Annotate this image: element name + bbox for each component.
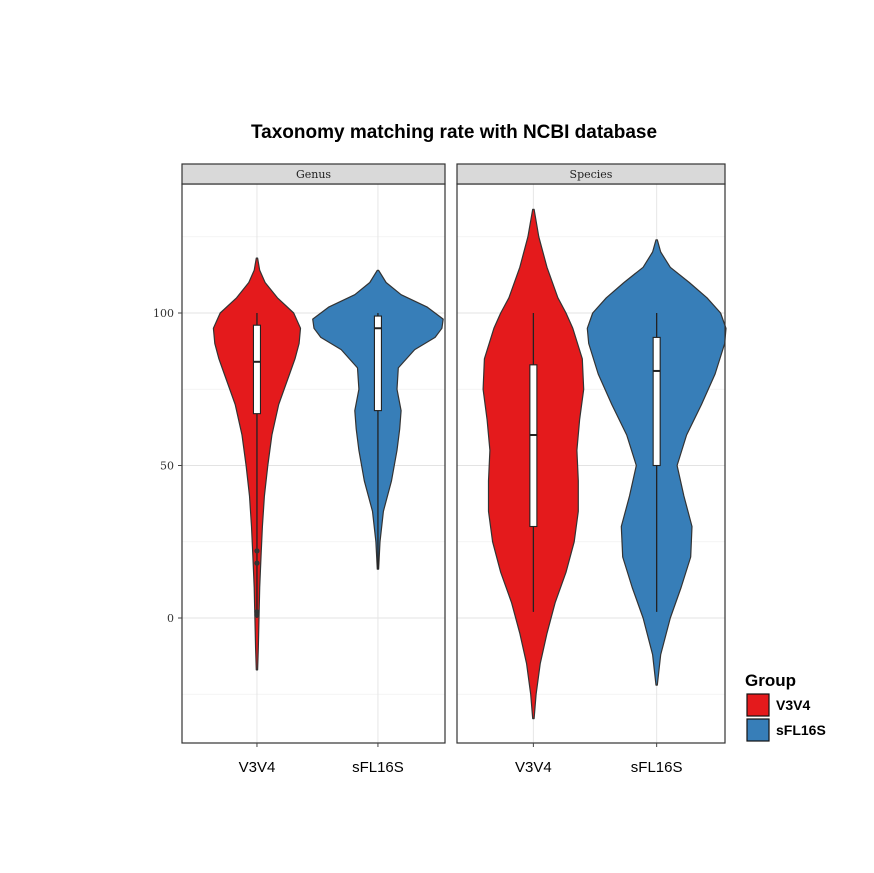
x-tick-label: sFL16S: [352, 759, 404, 776]
facet-strip: [456, 163, 726, 185]
legend-label: sFL16S: [776, 722, 826, 738]
chart-title: Taxonomy matching rate with NCBI databas…: [251, 122, 657, 143]
y-tick-label: 0: [167, 612, 174, 625]
x-tick-label: V3V4: [239, 759, 276, 776]
panel-genus: Genus V3V4 sFL16S 0 50 100: [153, 163, 446, 776]
box-iqr: [373, 315, 382, 412]
box-iqr: [652, 336, 661, 467]
panel-background: [182, 184, 445, 743]
facet-strip: [181, 163, 446, 185]
panel-species: Species V3V4 sFL16S: [456, 163, 727, 776]
legend-title: Group: [745, 671, 796, 690]
facet-label: Genus: [296, 168, 331, 181]
box-iqr: [529, 364, 538, 528]
x-tick-label: V3V4: [515, 759, 552, 776]
outlier-point: [254, 560, 260, 566]
violin-genus-v3v4: [212, 257, 302, 671]
x-tick-label: sFL16S: [631, 759, 683, 776]
y-tick-label: 50: [160, 460, 174, 473]
violin-genus-sfl16s: [312, 269, 444, 570]
box-iqr: [252, 324, 262, 415]
facet-label: Species: [570, 168, 613, 181]
facet-panels: Genus V3V4 sFL16S 0 50 100 Species V3V4 sFL16S: [153, 163, 727, 776]
legend-label: V3V4: [776, 697, 810, 713]
violin-species-v3v4: [482, 208, 585, 720]
y-tick-label: 100: [153, 307, 174, 320]
violin-species-sfl16s: [586, 239, 727, 686]
outlier-point: [254, 612, 260, 618]
legend: Group V3V4 sFL16S: [745, 671, 826, 742]
legend-swatch: [746, 718, 770, 742]
outlier-point: [254, 548, 260, 554]
legend-swatch: [746, 693, 770, 717]
